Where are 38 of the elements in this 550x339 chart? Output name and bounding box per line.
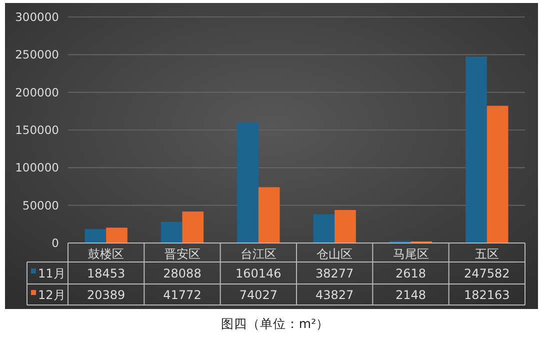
data-label: 182163 <box>464 288 510 302</box>
x-tick-label: 晋安区 <box>164 247 200 261</box>
data-label: 41772 <box>163 288 202 302</box>
data-label: 2148 <box>395 288 426 302</box>
data-label: 20389 <box>86 288 126 302</box>
y-tick-label: 300000 <box>15 10 59 24</box>
x-tick-label: 鼓楼区 <box>88 247 124 261</box>
data-label: 160146 <box>236 266 282 280</box>
bar <box>466 56 487 243</box>
y-tick-label: 250000 <box>15 48 59 62</box>
bar <box>106 228 128 243</box>
data-label: 74027 <box>239 288 278 302</box>
y-tick-label: 50000 <box>22 198 59 212</box>
legend-label: 12月 <box>38 288 66 302</box>
x-tick-label: 马尾区 <box>392 247 429 261</box>
x-tick-label: 台江区 <box>240 247 276 261</box>
data-label: 247582 <box>464 266 510 280</box>
y-tick-label: 100000 <box>15 160 59 175</box>
bar <box>237 122 258 243</box>
bar <box>258 187 280 243</box>
legend-label: 11月 <box>38 266 66 280</box>
bar <box>182 212 204 243</box>
x-tick-label: 仓山区 <box>316 247 353 261</box>
bar <box>313 214 335 243</box>
y-tick-label: 200000 <box>15 85 59 100</box>
data-label: 18453 <box>86 266 126 280</box>
bar <box>334 210 356 243</box>
y-tick-label: 150000 <box>15 123 59 137</box>
data-label: 38277 <box>315 266 354 280</box>
data-label: 28088 <box>163 266 202 280</box>
bar <box>160 222 182 243</box>
text: 图四（单位：m²） <box>220 316 330 331</box>
data-label: 43827 <box>315 288 354 302</box>
data-label: 2618 <box>395 266 426 280</box>
bar <box>486 106 508 243</box>
bar <box>84 229 106 243</box>
y-tick-label: 0 <box>52 236 59 250</box>
x-tick-label: 五区 <box>474 247 499 261</box>
